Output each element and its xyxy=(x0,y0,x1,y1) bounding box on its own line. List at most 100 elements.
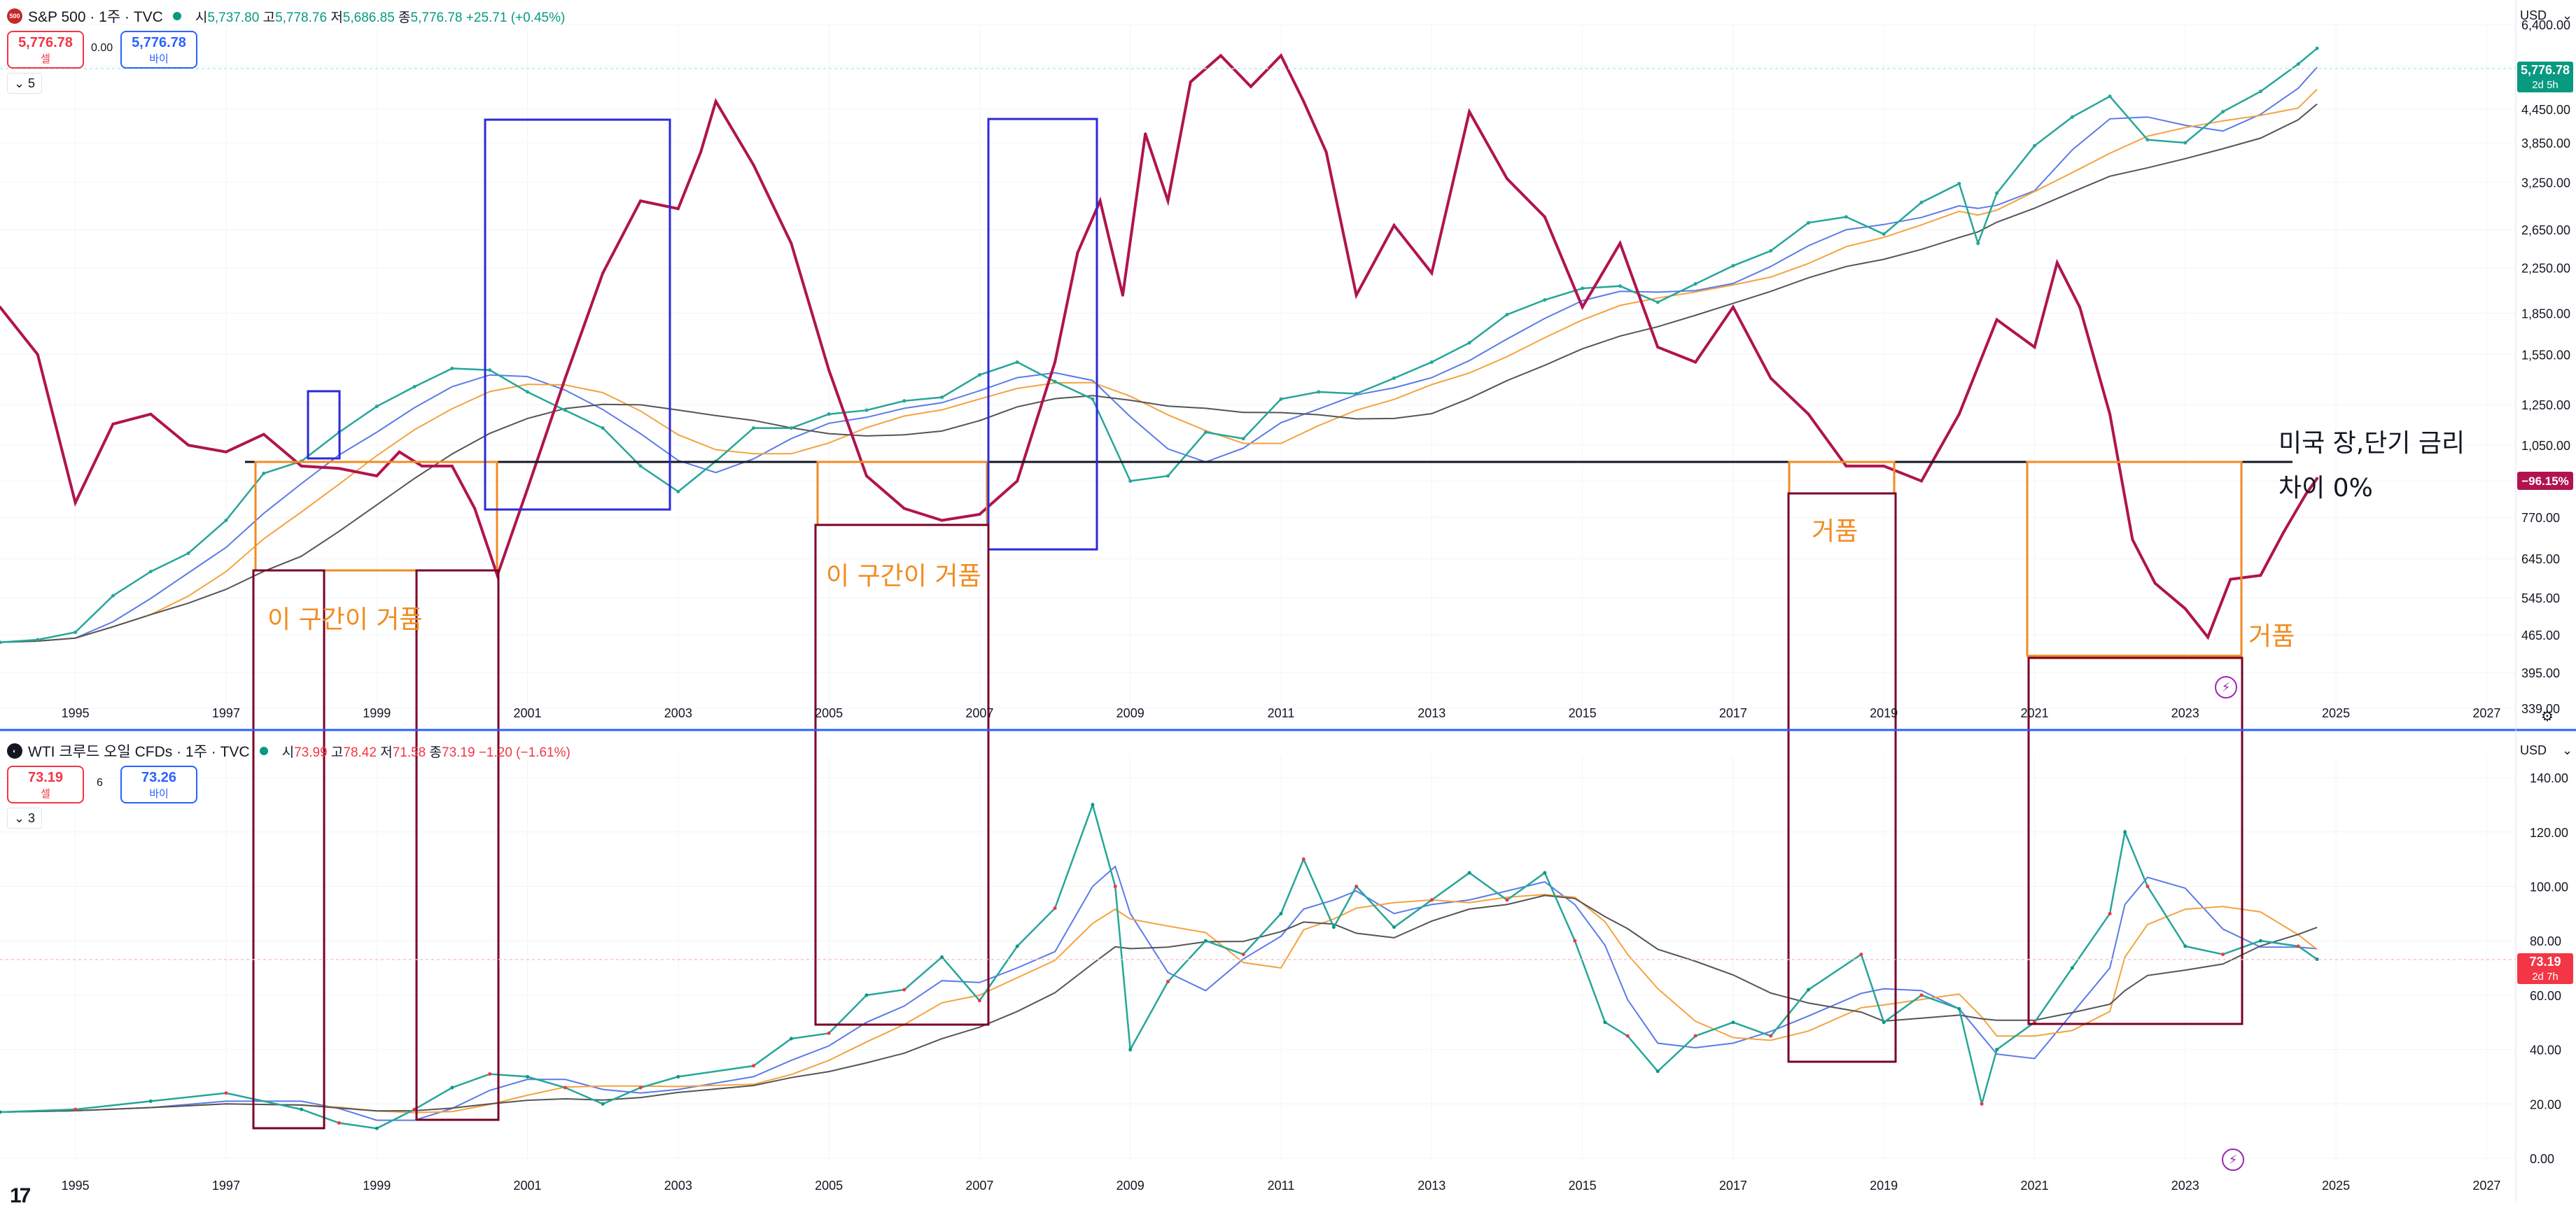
rate-spread-data-point xyxy=(398,450,401,454)
wti-data-point xyxy=(1392,925,1396,929)
wti-data-point xyxy=(526,1074,530,1079)
close-value: 73.19 xyxy=(442,745,475,760)
wti-data-point xyxy=(601,1102,605,1106)
recovery-highlight-box xyxy=(987,118,1098,551)
rate-spread-data-point xyxy=(1280,54,1282,57)
time-axis-tick: 1995 xyxy=(62,1179,90,1193)
time-axis-tick: 2019 xyxy=(1870,706,1898,720)
rate-spread-data-point xyxy=(1144,132,1147,136)
rate-spread-data-point xyxy=(1189,80,1192,84)
price-badge-value: 5,776.78 xyxy=(2521,63,2570,77)
rate-spread-data-point xyxy=(1219,54,1222,57)
rate-spread-data-point xyxy=(1468,110,1471,113)
market-open-dot-icon xyxy=(172,12,181,20)
rate-spread-data-point xyxy=(1694,360,1698,364)
chevron-down-icon[interactable]: ⌄ xyxy=(2562,8,2573,22)
oil-period-box xyxy=(252,569,326,1130)
wti-data-point xyxy=(1429,898,1434,902)
open-label: 시 xyxy=(281,745,295,760)
rate-spread-data-point xyxy=(2183,607,2187,610)
rate-spread-data-point xyxy=(978,512,981,516)
rate-spread-data-point xyxy=(420,464,424,468)
sp500-data-point xyxy=(751,426,755,430)
wti-data-point xyxy=(1015,944,1019,948)
wti-price-line xyxy=(0,801,2318,1130)
rate-spread-data-point xyxy=(564,377,567,380)
price-axis-tick: 0.00 xyxy=(2530,1152,2554,1166)
sell-value: 5,776.78 xyxy=(18,35,73,50)
sp500-data-point xyxy=(2032,143,2036,148)
wti-data-point xyxy=(1919,993,1924,997)
price-axis-tick: 1,050.00 xyxy=(2521,439,2570,453)
rate-spread-data-point xyxy=(1076,251,1079,255)
bottom-symbol-title[interactable]: WTI 크루드 오일 CFDs · 1주 · TVC xyxy=(28,744,250,760)
sell-button[interactable]: 5,776.78 셀 xyxy=(7,31,84,69)
bubble-label-2[interactable]: 이 구간이 거품 xyxy=(826,562,981,591)
bubble-label-1[interactable]: 이 구간이 거품 xyxy=(267,605,423,634)
rate-spread-data-point xyxy=(1302,99,1306,103)
rate-spread-data-point xyxy=(375,475,379,478)
time-axis-top: 1995 1997 1999 2001 2003 2005 2007 2009 2011 2013… xyxy=(62,706,2501,720)
sp500-data-point xyxy=(1543,298,1547,302)
tradingview-logo-icon[interactable]: 17 xyxy=(10,1184,31,1207)
sp500-data-point xyxy=(1354,391,1359,395)
chevron-down-icon[interactable]: ⌄ xyxy=(2562,743,2573,757)
wti-data-point xyxy=(1573,939,1577,943)
sp500-data-point xyxy=(563,408,567,412)
indicators-collapse-button[interactable]: ⌄ 5 xyxy=(7,73,42,94)
buy-button[interactable]: 5,776.78 바이 xyxy=(120,31,197,69)
wti-data-point xyxy=(676,1074,680,1079)
time-axis-tick: 2011 xyxy=(1268,706,1295,720)
bubble-label-3[interactable]: 거품 xyxy=(1812,517,1858,546)
top-symbol-title[interactable]: S&P 500 · 1주 · TVC xyxy=(28,9,163,25)
sell-button[interactable]: 73.19 셀 xyxy=(7,766,84,803)
price-axis-tick: 395.00 xyxy=(2521,666,2560,680)
wti-data-point xyxy=(1053,906,1057,911)
close-label: 종 xyxy=(429,745,442,760)
change-value: +25.71 (+0.45%) xyxy=(465,10,566,25)
rate-spread-data-point xyxy=(2316,477,2319,480)
wti-data-point xyxy=(1241,953,1245,957)
rate-spread-data-point xyxy=(1430,272,1434,275)
sp500-data-point xyxy=(2108,94,2112,99)
time-axis-tick: 2013 xyxy=(1418,1179,1446,1193)
currency-label[interactable]: USD xyxy=(2520,8,2547,22)
rate-spread-data-point xyxy=(1769,377,1772,380)
sp500-data-point xyxy=(827,412,831,416)
recovery-highlight-box xyxy=(484,118,671,511)
indicators-collapse-button[interactable]: ⌄ 3 xyxy=(7,808,42,829)
time-axis-tick: 2003 xyxy=(664,1179,692,1193)
drawing-annotations[interactable] xyxy=(245,118,2292,1130)
rate-spread-label-line2[interactable]: 차이 0% xyxy=(2278,474,2373,503)
wti-data-point xyxy=(1279,911,1283,915)
time-axis-tick: 2019 xyxy=(1870,1179,1898,1193)
sp500-data-point xyxy=(789,426,793,430)
sp500-data-point xyxy=(1581,286,1585,290)
price-axis-tick: 1,250.00 xyxy=(2521,398,2570,412)
wti-data-point xyxy=(148,1099,153,1103)
currency-label[interactable]: USD xyxy=(2520,743,2547,757)
rate-spread-data-point xyxy=(337,467,341,470)
oil-period-box xyxy=(415,569,500,1121)
bottom-panel-grid xyxy=(0,756,2516,1159)
wti-data-point xyxy=(2315,957,2319,962)
wti-data-point xyxy=(1995,1048,1999,1052)
bubble-highlight-box xyxy=(254,461,498,572)
sp500-data-point xyxy=(1807,220,1811,225)
rate-spread-data-point xyxy=(790,241,793,245)
wti-data-point xyxy=(1113,884,1117,888)
buy-label: 바이 xyxy=(149,53,169,65)
rate-spread-data-point xyxy=(864,475,868,478)
buy-button[interactable]: 73.26 바이 xyxy=(120,766,197,803)
price-axis-tick: 60.00 xyxy=(2530,989,2561,1003)
spread-percent-badge: −96.15% xyxy=(2517,472,2573,490)
rate-spread-line xyxy=(0,52,2318,640)
time-axis-tick: 2015 xyxy=(1569,706,1597,720)
sp500-data-point xyxy=(224,519,228,523)
bubble-label-4[interactable]: 거품 xyxy=(2248,622,2295,651)
rate-spread-label-line1[interactable]: 미국 장,단기 금리 xyxy=(2278,429,2465,458)
price-axis-tick: 3,250.00 xyxy=(2521,176,2570,190)
price-badge-bg xyxy=(2517,62,2573,92)
